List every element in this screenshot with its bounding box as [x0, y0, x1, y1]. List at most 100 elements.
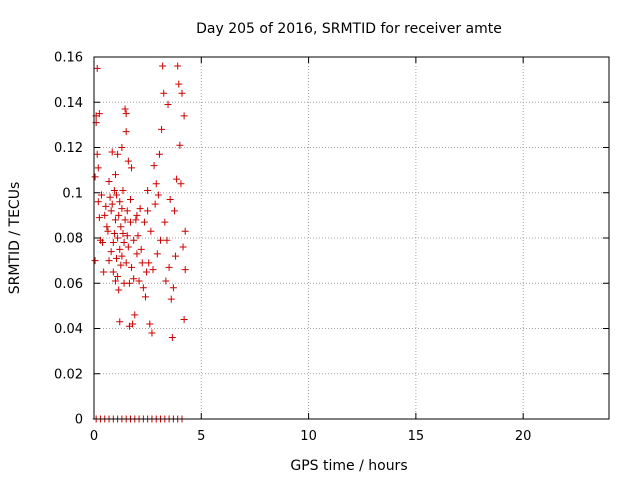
data-point [114, 234, 122, 242]
x-tick-label: 10 [300, 429, 317, 444]
x-tick-label: 20 [515, 429, 532, 444]
data-point [100, 268, 108, 276]
grid-lines [94, 57, 609, 419]
data-point [133, 211, 141, 219]
data-point [131, 311, 139, 319]
data-point [150, 162, 158, 170]
data-point [134, 232, 142, 240]
data-point [95, 110, 103, 118]
data-point [116, 198, 124, 206]
data-point [137, 245, 145, 253]
data-point [119, 186, 127, 194]
data-point [169, 284, 177, 292]
data-point [132, 216, 140, 224]
data-point [105, 177, 113, 185]
data-point [166, 196, 174, 204]
data-point [173, 175, 181, 183]
data-point [107, 207, 115, 215]
data-point [178, 89, 186, 97]
data-point [114, 150, 122, 158]
data-point [95, 214, 103, 222]
y-tick-label: 0.06 [54, 277, 83, 292]
data-point [108, 148, 116, 156]
data-point [147, 227, 155, 235]
data-point [109, 239, 117, 247]
data-point [99, 239, 107, 247]
data-point [91, 257, 99, 265]
data-point [102, 202, 110, 210]
data-point [175, 80, 183, 88]
data-point [115, 286, 123, 294]
data-point [119, 229, 127, 237]
data-point [142, 293, 149, 301]
data-point [126, 218, 134, 226]
data-point [121, 216, 129, 224]
x-tick-label: 15 [408, 429, 425, 444]
data-point [113, 191, 121, 199]
data-point [122, 259, 130, 267]
data-point [129, 320, 137, 328]
data-point [161, 218, 169, 226]
data-point [144, 207, 152, 215]
data-point [130, 236, 138, 244]
data-point [125, 279, 133, 287]
data-point [118, 205, 126, 213]
data-point [116, 245, 124, 253]
data-point [115, 211, 123, 219]
data-point [145, 259, 153, 267]
y-tick-label: 0.12 [54, 141, 83, 156]
data-point [130, 275, 138, 283]
x-axis-label: GPS time / hours [290, 458, 407, 474]
data-points [91, 62, 189, 423]
data-point [151, 200, 159, 208]
data-point [133, 250, 141, 258]
data-point [101, 211, 109, 219]
data-point [144, 186, 152, 194]
data-point [153, 250, 161, 258]
data-point [118, 252, 126, 260]
data-point [126, 196, 134, 204]
plot-frame [93, 56, 610, 420]
data-point [113, 254, 121, 262]
data-point [123, 207, 131, 215]
data-point [177, 180, 185, 188]
data-point [121, 105, 129, 113]
data-point [181, 227, 189, 235]
data-point [176, 141, 184, 149]
data-point [128, 164, 136, 172]
data-point [120, 239, 128, 247]
data-point [110, 186, 118, 194]
data-point [148, 329, 156, 337]
data-point [163, 236, 171, 244]
data-point [180, 315, 188, 323]
x-axis-ticks: 0 5 10 15 20 [90, 57, 532, 444]
y-tick-label: 0 [75, 413, 83, 428]
data-point [124, 157, 132, 165]
data-point [117, 223, 125, 231]
data-point [167, 295, 175, 303]
data-point [108, 200, 116, 208]
data-point [162, 277, 170, 285]
data-point [107, 248, 115, 256]
data-point [124, 243, 132, 251]
data-point [117, 261, 125, 269]
data-point [110, 229, 118, 237]
data-point [168, 334, 176, 342]
y-tick-label: 0.16 [54, 51, 83, 66]
data-point [160, 89, 168, 97]
data-point [146, 320, 154, 328]
data-point [180, 112, 188, 120]
data-point [158, 125, 166, 133]
data-point [122, 110, 130, 118]
data-point [118, 144, 126, 151]
data-point [172, 252, 180, 260]
data-point [98, 191, 106, 199]
data-point [111, 171, 119, 179]
y-tick-label: 0.04 [54, 322, 83, 337]
data-point [106, 193, 114, 201]
x-tick-label: 5 [197, 429, 205, 444]
data-point [164, 101, 172, 109]
data-point [143, 268, 151, 276]
data-point [155, 150, 163, 158]
data-point [157, 236, 165, 244]
